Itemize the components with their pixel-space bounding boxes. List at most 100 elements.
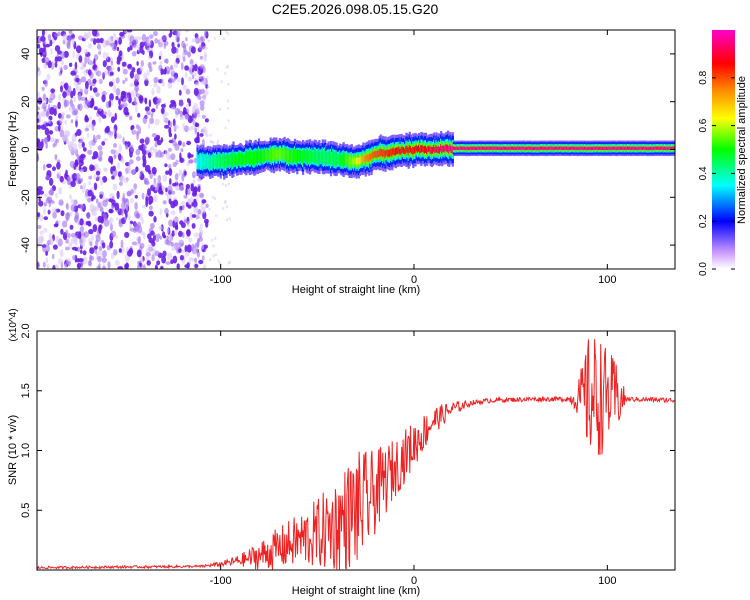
noise-blob [156, 98, 160, 106]
noise-blob [196, 251, 200, 258]
ridge-segment [481, 146, 484, 150]
noise-blob [109, 71, 114, 76]
ridge-segment [650, 146, 653, 150]
noise-blob [79, 65, 85, 71]
noise-blob [149, 205, 153, 211]
signal-ridge [196, 130, 675, 180]
noise-blob [216, 67, 219, 71]
noise-blob [85, 221, 89, 226]
noise-blob [171, 106, 176, 111]
noise-blob [186, 98, 190, 103]
noise-blob [84, 127, 90, 132]
noise-blob [199, 64, 205, 70]
noise-blob [200, 80, 206, 85]
spectrogram-axes: -100 0 100 -40 -20 0 20 40 [20, 30, 675, 286]
noise-blob [162, 174, 168, 183]
noise-blob [189, 64, 194, 69]
noise-blob [90, 235, 94, 242]
noise-blob [200, 76, 204, 82]
noise-blob [54, 45, 61, 52]
noise-blob [187, 204, 192, 209]
noise-blob [78, 165, 82, 170]
noise-blob [121, 158, 125, 164]
noise-blob [58, 199, 64, 206]
noise-blob [209, 133, 212, 137]
noise-blob [58, 124, 61, 132]
noise-blob [43, 44, 46, 53]
noise-blob [212, 244, 215, 248]
ridge-segment [668, 146, 671, 150]
ridge-segment [385, 149, 388, 156]
noise-blob [118, 153, 122, 161]
noise-blob [144, 78, 149, 87]
noise-blob [227, 32, 230, 36]
noise-blob [92, 64, 97, 70]
noise-blob [57, 101, 61, 110]
noise-blob [168, 198, 172, 205]
noise-blob [92, 134, 96, 143]
x-tick-label: -100 [210, 274, 232, 286]
ridge-segment [342, 155, 345, 164]
noise-blob [79, 225, 84, 233]
noise-blob [203, 30, 207, 37]
noise-blob [147, 122, 151, 130]
x-tick-label: 100 [598, 575, 616, 587]
noise-blob [117, 161, 120, 170]
ridge-segment [659, 146, 662, 150]
colorbar: 0.0 0.2 0.4 0.6 0.8 Normalized spectral ampl… [698, 30, 748, 276]
noise-blob [197, 208, 202, 215]
ridge-segment [380, 149, 384, 156]
noise-blob [172, 255, 178, 264]
noise-blob [53, 223, 59, 228]
ridge-segment [499, 146, 502, 150]
noise-blob [37, 212, 41, 218]
noise-blob [152, 83, 158, 88]
noise-blob [159, 51, 163, 58]
noise-blob [107, 261, 111, 269]
noise-blob [150, 146, 155, 151]
ridge-segment [534, 146, 537, 151]
noise-blob [165, 187, 168, 193]
ridge-segment [244, 156, 247, 163]
ridge-segment [652, 146, 655, 151]
noise-blob [194, 122, 200, 128]
ridge-segment [197, 159, 200, 166]
noise-blob [153, 194, 158, 203]
ridge-segment [580, 146, 583, 150]
noise-blob [179, 99, 183, 107]
ridge-segment [466, 146, 469, 150]
noise-blob [72, 143, 78, 152]
ridge-segment [350, 157, 353, 165]
noise-blob [158, 225, 163, 231]
noise-blob [80, 136, 85, 142]
ridge-segment [470, 146, 473, 150]
ridge-segment [375, 151, 378, 158]
noise-blob [89, 141, 93, 150]
ridge-segment [615, 146, 618, 151]
noise-blob [153, 177, 156, 184]
noise-blob [79, 88, 83, 94]
colorbar-gradient [712, 30, 735, 269]
ridge-segment [281, 152, 284, 159]
spectrogram-xlabel: Height of straight line (km) [292, 284, 420, 296]
ridge-segment [369, 153, 372, 160]
noise-blob [63, 99, 68, 108]
noise-blob [76, 129, 82, 136]
noise-blob [225, 205, 229, 209]
noise-blob [139, 242, 145, 249]
ridge-segment [556, 146, 559, 150]
noise-blob [153, 216, 157, 223]
noise-blob [84, 116, 89, 123]
ridge-segment [339, 155, 342, 162]
noise-blob [191, 214, 197, 218]
noise-blob [179, 255, 184, 261]
ridge-segment [644, 146, 647, 150]
chart-title: C2E5.2026.098.05.15.G20 [272, 1, 439, 17]
noise-blob [91, 205, 98, 211]
noise-blob [171, 41, 175, 48]
ridge-segment [441, 146, 444, 154]
noise-blob [118, 98, 121, 106]
noise-blob [61, 111, 65, 116]
noise-blob [169, 121, 173, 128]
